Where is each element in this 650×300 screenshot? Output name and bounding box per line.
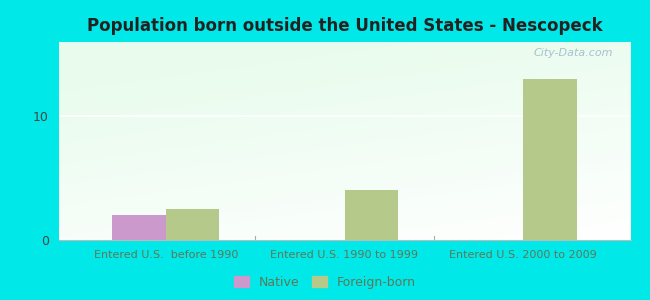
Legend: Native, Foreign-born: Native, Foreign-born — [229, 271, 421, 294]
Bar — [112, 215, 166, 240]
Bar — [523, 79, 577, 240]
Bar — [166, 209, 220, 240]
Bar — [344, 190, 398, 240]
Title: Population born outside the United States - Nescopeck: Population born outside the United State… — [86, 17, 603, 35]
Text: City-Data.com: City-Data.com — [534, 48, 614, 58]
